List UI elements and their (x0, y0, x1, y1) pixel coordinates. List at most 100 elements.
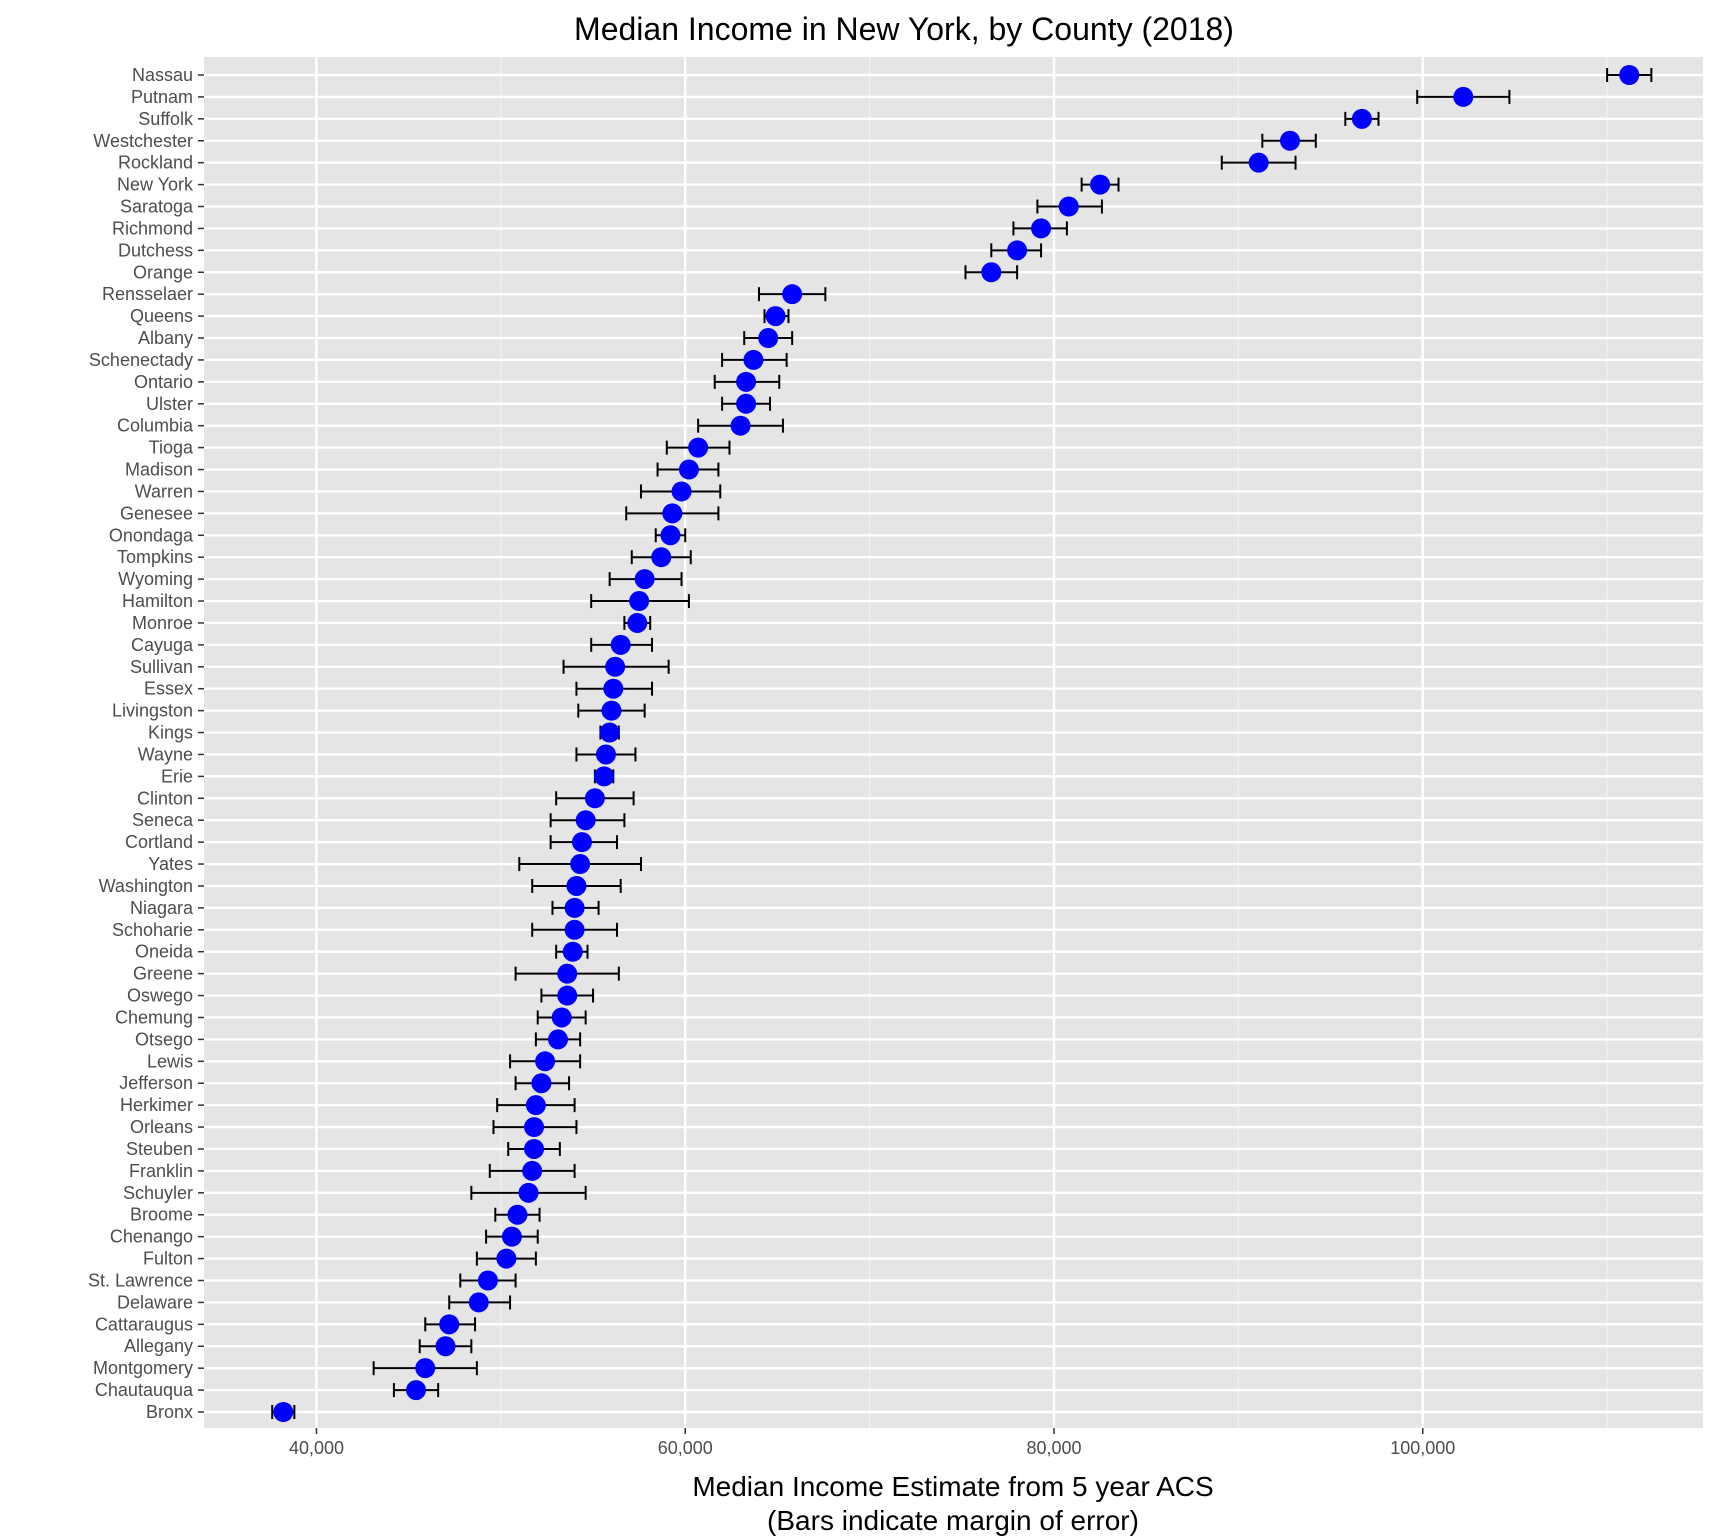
y-tick-label: Seneca (132, 810, 194, 830)
data-point (575, 810, 596, 831)
y-tick-label: Orleans (130, 1117, 193, 1137)
data-point (605, 656, 626, 677)
y-tick-label: Westchester (93, 131, 193, 151)
data-point (551, 1007, 572, 1028)
data-point (477, 1270, 498, 1291)
data-point (584, 788, 605, 809)
data-point (603, 678, 624, 699)
data-point (662, 503, 683, 524)
data-point (557, 963, 578, 984)
data-point (660, 525, 681, 546)
data-point (730, 415, 751, 436)
data-point (501, 1226, 522, 1247)
x-tick-label: 100,000 (1390, 1438, 1455, 1458)
data-point (610, 634, 631, 655)
data-point (1453, 86, 1474, 107)
data-point (601, 700, 622, 721)
data-point (564, 897, 585, 918)
y-tick-label: Niagara (130, 898, 194, 918)
y-tick-label: Rockland (118, 153, 193, 173)
y-tick-label: Livingston (112, 701, 193, 721)
x-tick-label: 40,000 (289, 1438, 344, 1458)
data-point (557, 985, 578, 1006)
data-point (562, 941, 583, 962)
data-point (634, 569, 655, 590)
data-point (981, 262, 1002, 283)
data-point (782, 284, 803, 305)
y-tick-label: Essex (144, 679, 193, 699)
x-axis-title-line2: (Bars indicate margin of error) (767, 1505, 1139, 1536)
y-tick-label: Fulton (143, 1249, 193, 1269)
y-tick-label: Cayuga (131, 635, 194, 655)
data-point (678, 459, 699, 480)
data-point (743, 349, 764, 370)
data-point (758, 328, 779, 349)
y-tick-label: Warren (135, 481, 193, 501)
y-tick-label: Dutchess (118, 240, 193, 260)
data-point (736, 393, 757, 414)
data-point (439, 1314, 460, 1335)
data-point (548, 1029, 569, 1050)
data-point (1279, 130, 1300, 151)
y-tick-label: Oswego (127, 986, 193, 1006)
y-tick-label: Schuyler (123, 1183, 193, 1203)
y-tick-label: Delaware (117, 1292, 193, 1312)
data-point (525, 1095, 546, 1116)
data-point (1619, 65, 1640, 85)
y-tick-label: Bronx (146, 1402, 193, 1422)
data-point (415, 1358, 436, 1379)
data-point (571, 832, 592, 853)
y-tick-label: Allegany (124, 1336, 193, 1356)
data-point (518, 1182, 539, 1203)
data-point (524, 1117, 545, 1138)
y-tick-label: Nassau (132, 65, 193, 85)
y-tick-label: Madison (125, 460, 193, 480)
y-tick-label: Wayne (138, 744, 193, 764)
data-point (627, 612, 648, 633)
y-tick-label: Monroe (132, 613, 193, 633)
y-tick-label: Tioga (149, 438, 194, 458)
data-point (651, 547, 672, 568)
data-point (435, 1336, 456, 1357)
y-tick-label: Richmond (112, 218, 193, 238)
y-tick-label: Washington (99, 876, 193, 896)
y-tick-label: Steuben (126, 1139, 193, 1159)
x-tick-label: 80,000 (1026, 1438, 1081, 1458)
data-point (566, 875, 587, 896)
y-axis-labels: NassauPutnamSuffolkWestchesterRocklandNe… (88, 65, 204, 1422)
y-tick-label: Clinton (137, 788, 193, 808)
y-tick-label: Chautauqua (95, 1380, 194, 1400)
y-tick-label: Ontario (134, 372, 193, 392)
y-tick-label: Otsego (135, 1029, 193, 1049)
data-point (688, 437, 709, 458)
y-tick-label: Columbia (117, 416, 194, 436)
data-point (524, 1138, 545, 1159)
plot-panel (204, 57, 1703, 1428)
y-tick-label: Queens (130, 306, 193, 326)
data-point (535, 1051, 556, 1072)
data-point (595, 744, 616, 765)
data-point (1248, 152, 1269, 173)
y-tick-label: New York (117, 175, 194, 195)
y-tick-label: Greene (133, 964, 193, 984)
data-point (273, 1402, 294, 1422)
y-tick-label: Chemung (115, 1007, 193, 1027)
data-point (765, 306, 786, 327)
gridlines (204, 57, 1703, 1428)
y-tick-label: Montgomery (93, 1358, 193, 1378)
y-tick-label: Broome (130, 1205, 193, 1225)
data-point (522, 1160, 543, 1181)
y-tick-label: Ulster (146, 394, 193, 414)
data-point (570, 854, 591, 875)
y-tick-label: Oneida (135, 942, 194, 962)
data-point (496, 1248, 517, 1269)
y-tick-label: Rensselaer (102, 284, 193, 304)
y-tick-label: Putnam (131, 87, 193, 107)
y-tick-label: Schoharie (112, 920, 193, 940)
y-tick-label: Wyoming (118, 569, 193, 589)
y-tick-label: Jefferson (119, 1073, 193, 1093)
y-tick-label: Onondaga (109, 525, 194, 545)
data-point (1031, 218, 1052, 239)
y-tick-label: Cortland (125, 832, 193, 852)
